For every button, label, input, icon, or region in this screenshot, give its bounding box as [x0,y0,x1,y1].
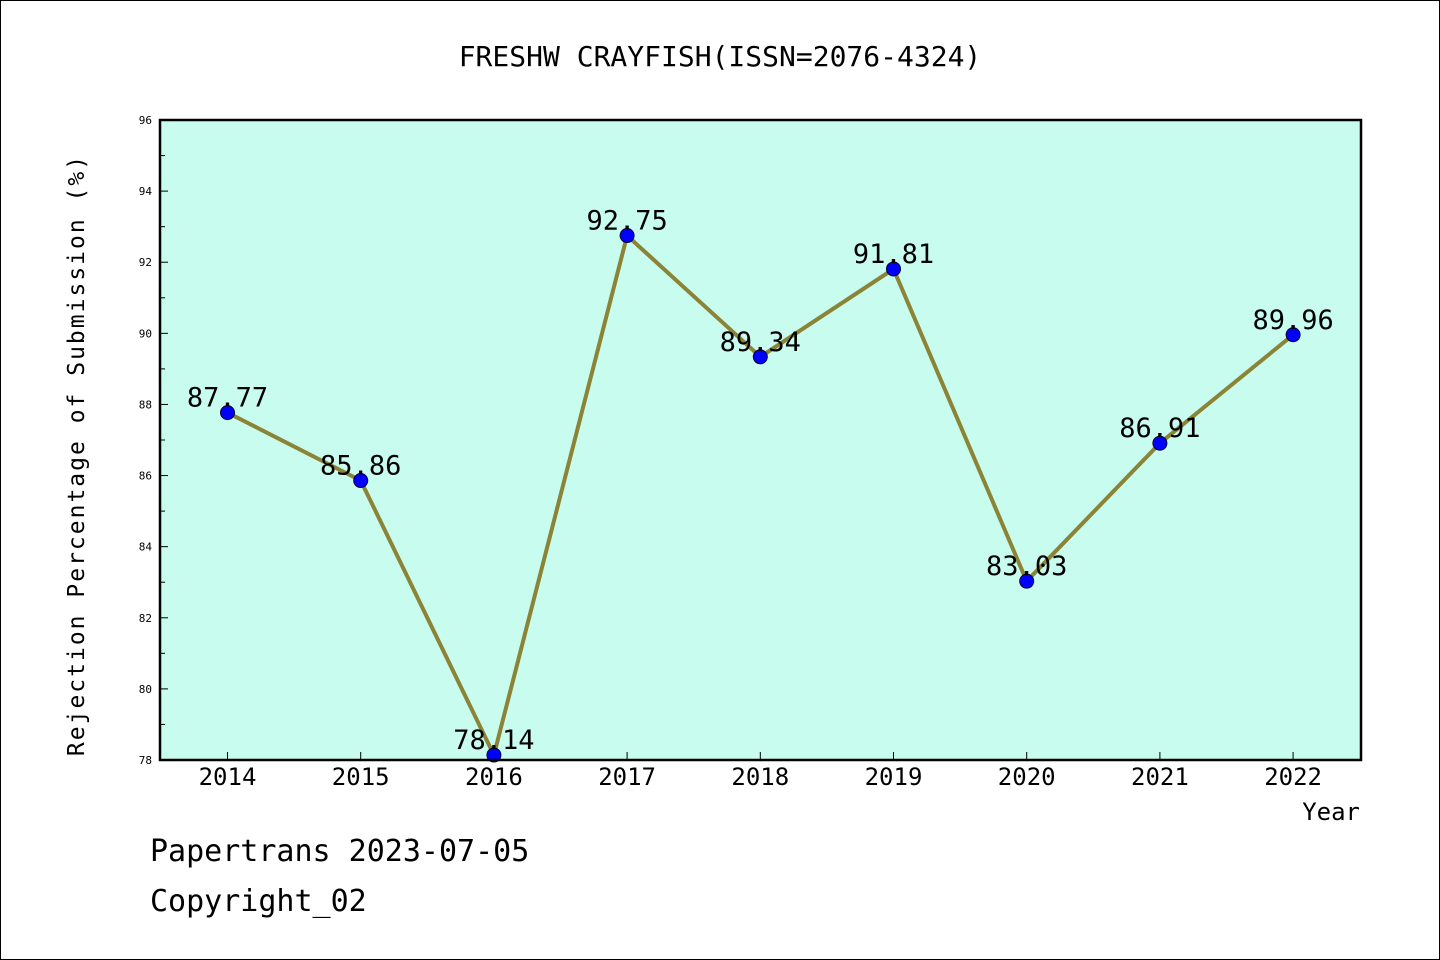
footer-copyright: Copyright_02 [150,884,367,919]
data-label: 89.34 [720,327,801,358]
x-tick-label: 2016 [465,763,523,791]
data-point [886,261,901,277]
data-point [1019,573,1035,589]
plot-border [158,118,1363,762]
y-tick-label: 78 [139,754,152,767]
y-tick-label: 90 [139,327,152,340]
y-tick-label: 84 [139,541,153,554]
data-point [1285,327,1301,343]
chart-title: FRESHW CRAYFISH(ISSN=2076-4324) [459,40,982,73]
data-label: 87.77 [187,383,268,414]
footer-date: Papertrans 2023-07-05 [150,834,530,869]
x-tick-label: 2015 [332,763,390,791]
data-point [486,747,502,763]
y-tick-label: 96 [139,114,152,127]
y-tick-label: 94 [139,185,153,198]
x-tick-label: 2020 [998,763,1056,791]
data-label: 86.91 [1119,413,1200,444]
x-axis-ticks: 2014 2015 2016 2017 2018 2019 2020 2021 2022 [199,752,1322,791]
data-label: 83.03 [986,551,1067,582]
data-label: 92.75 [586,206,667,237]
y-tick-label: 82 [139,612,152,625]
y-tick-label: 80 [139,683,152,696]
x-tick-label: 2018 [731,763,789,791]
data-point [220,405,235,421]
x-tick-label: 2022 [1264,763,1322,791]
data-label: 78.14 [453,725,534,756]
x-tick-label: 2019 [865,763,923,791]
y-tick-label: 92 [139,256,152,269]
data-label: 89.96 [1252,305,1333,336]
y-axis-label: Rejection Percentage of Submission (%) [64,154,90,756]
x-axis-label: Year [1302,798,1360,826]
data-label: 85.86 [320,451,401,482]
x-tick-label: 2014 [199,763,257,791]
x-tick-label: 2021 [1131,763,1189,791]
data-point [619,228,635,244]
data-point [1152,435,1168,451]
data-point [353,473,369,489]
data-label: 91.81 [853,239,934,270]
y-tick-label: 86 [139,470,152,483]
data-point [752,349,768,365]
x-tick-label: 2017 [598,763,656,791]
data-labels: 87.77 85.86 78.14 92.75 89.34 91.81 83.03 86.91… [187,206,1334,756]
data-series [220,228,1301,763]
y-tick-label: 88 [139,398,152,411]
